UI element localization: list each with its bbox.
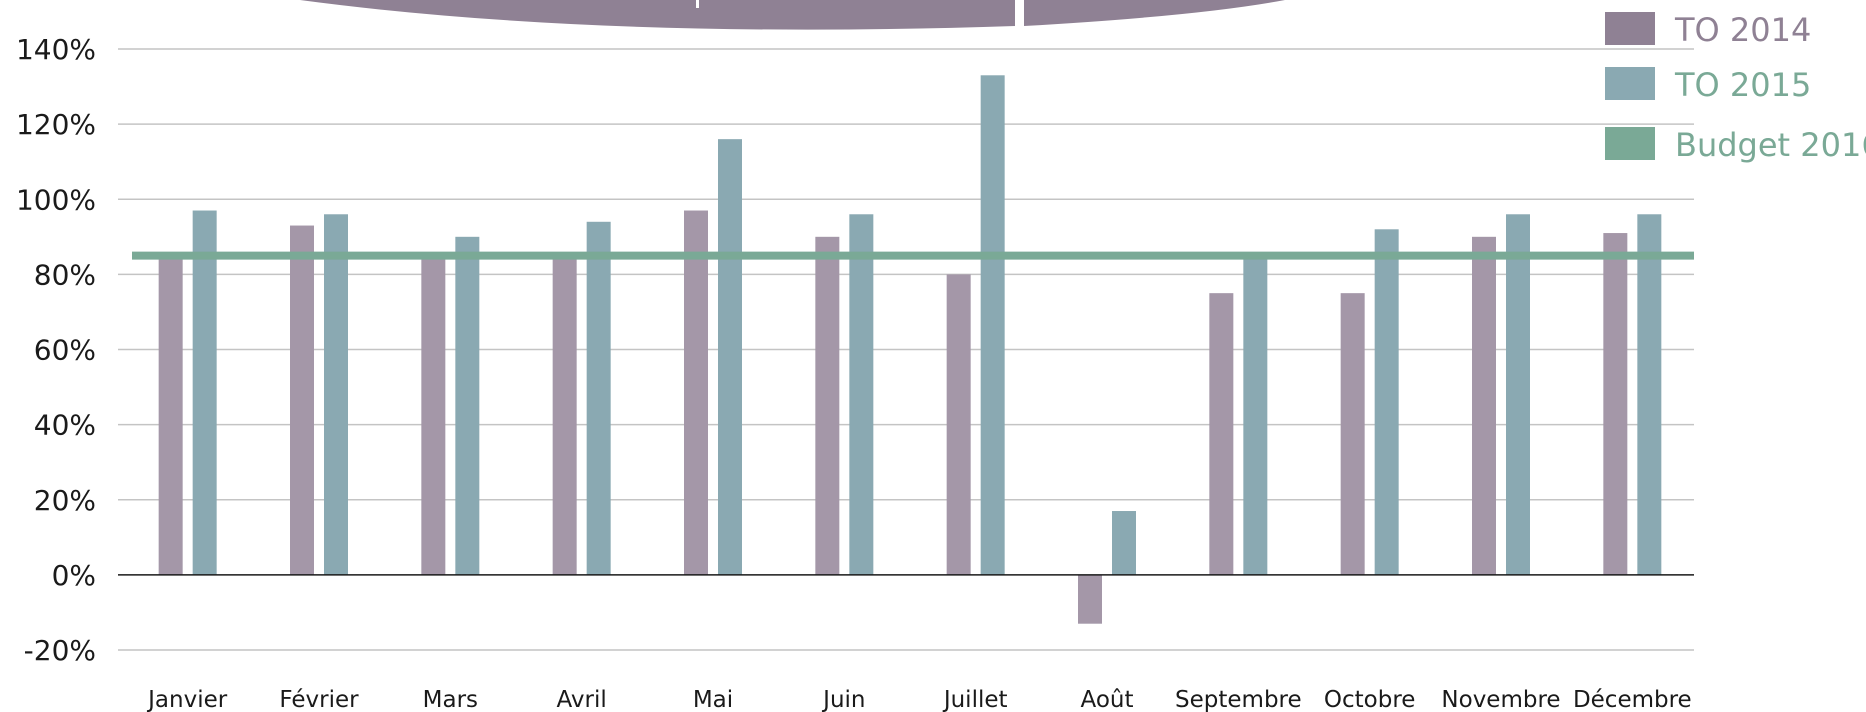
y-tick-label: 40% [34,409,96,442]
bar-to-2015-janvier [192,210,217,575]
bar-to-2014-novembre [1472,236,1496,575]
bar-to-2015-avril [586,221,611,575]
bar-to-2015-mars [455,236,480,575]
legend: TO 2014 TO 2015 Budget 2016 [1605,11,1866,164]
bar-to-2015-février [324,214,348,575]
header-banner-decoration [300,0,1285,30]
bar-to-2014-septembre [1209,293,1234,575]
bar-to-2015-novembre [1506,214,1530,575]
x-tick-label: Août [1081,687,1134,712]
x-tick-label: Juin [821,687,865,712]
banner-notch [696,0,699,8]
legend-label: Budget 2016 [1675,126,1866,164]
bar-to-2014-octobre [1340,293,1365,575]
legend-label: TO 2015 [1674,66,1811,104]
y-tick-label: 20% [34,484,96,517]
legend-swatch [1605,67,1655,100]
bars [158,75,1662,624]
y-tick-label: 0% [52,559,96,592]
legend-swatch [1605,12,1655,45]
bar-to-2014-août [1078,574,1102,624]
x-tick-label: Février [279,687,359,712]
bar-to-2014-mai [684,210,708,575]
x-tick-label: Octobre [1324,687,1416,712]
x-tick-label: Mars [423,687,478,712]
bar-to-2015-juin [849,214,874,575]
legend-swatch [1605,127,1655,160]
x-tick-label: Septembre [1175,687,1302,712]
x-tick-label: Juillet [942,687,1008,712]
gridlines [118,48,1694,651]
legend-label: TO 2014 [1674,11,1811,49]
x-axis-category-labels: Janvier Février Mars Avril Mai Juin Juillet Aoû… [146,687,1692,712]
bar-to-2014-décembre [1603,233,1628,575]
banner-right-segment [1024,0,1285,26]
y-axis-tick-labels: -20% 0% 20% 40% 60% 80% 100% 120% 140% [16,33,96,667]
bar-to-2014-juillet [946,274,971,575]
bar-to-2014-janvier [158,255,183,575]
y-tick-label: -20% [24,634,96,667]
x-tick-label: Janvier [146,687,228,712]
y-tick-label: 100% [16,183,96,216]
bar-to-2015-décembre [1637,214,1662,575]
y-tick-label: 120% [16,108,96,141]
x-tick-label: Novembre [1441,687,1560,712]
y-tick-label: 140% [16,33,96,66]
bar-to-2014-avril [552,255,577,575]
y-tick-label: 80% [34,258,96,291]
x-tick-label: Décembre [1573,687,1692,712]
bar-to-2015-juillet [980,75,1005,575]
bar-to-2014-juin [815,236,840,575]
banner-left-segment [300,0,1015,30]
bar-to-2015-mai [718,139,742,575]
x-tick-label: Mai [693,687,733,712]
bar-to-2015-septembre [1243,255,1268,575]
bar-to-2015-octobre [1374,229,1399,575]
bar-to-2014-mars [421,255,446,575]
x-tick-label: Avril [557,687,607,712]
bar-to-2014-février [290,225,314,575]
y-tick-label: 60% [34,334,96,367]
bar-to-2015-août [1112,511,1136,575]
